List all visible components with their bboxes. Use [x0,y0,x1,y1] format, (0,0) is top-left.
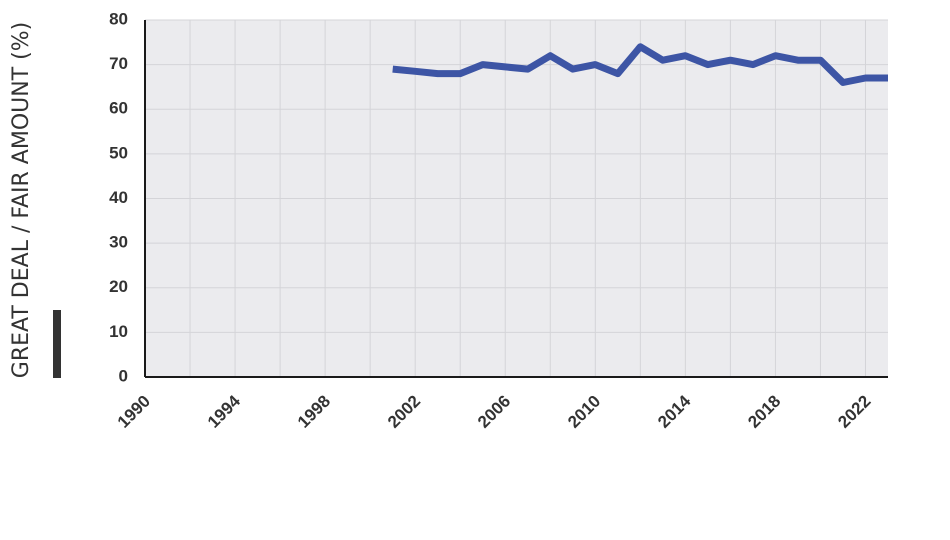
y-tick-label: 70 [109,54,128,73]
y-tick-label: 80 [109,9,128,28]
marker-bar [53,310,61,378]
y-tick-label: 50 [109,143,128,162]
series-line [392,43,888,86]
horizontal-grid [145,19,888,333]
x-tick-label: 2022 [834,392,874,432]
y-tick-label: 30 [109,233,128,252]
y-tick-label: 10 [109,322,128,341]
data-series [392,43,888,86]
x-tick-label: 1990 [114,392,154,432]
y-tick-label: 20 [109,277,128,296]
x-tick-label: 2002 [384,392,424,432]
y-tick-label: 60 [109,99,128,118]
x-tick-label: 2006 [474,392,514,432]
x-tick-label: 2014 [654,391,695,432]
y-tick-labels: 0 10 20 30 40 50 60 70 80 [109,9,128,385]
x-tick-label: 1998 [294,392,334,432]
x-tick-label: 2010 [564,392,604,432]
y-axis-label: GREAT DEAL / FAIR AMOUNT (%) [9,22,34,378]
y-tick-label: 0 [119,366,128,385]
y-tick-label: 40 [109,188,128,207]
x-tick-label: 2018 [744,392,784,432]
x-tick-label: 1994 [204,391,245,432]
x-tick-labels: 1990 1994 1998 2002 2006 2010 2014 2018 2022 [114,391,875,432]
